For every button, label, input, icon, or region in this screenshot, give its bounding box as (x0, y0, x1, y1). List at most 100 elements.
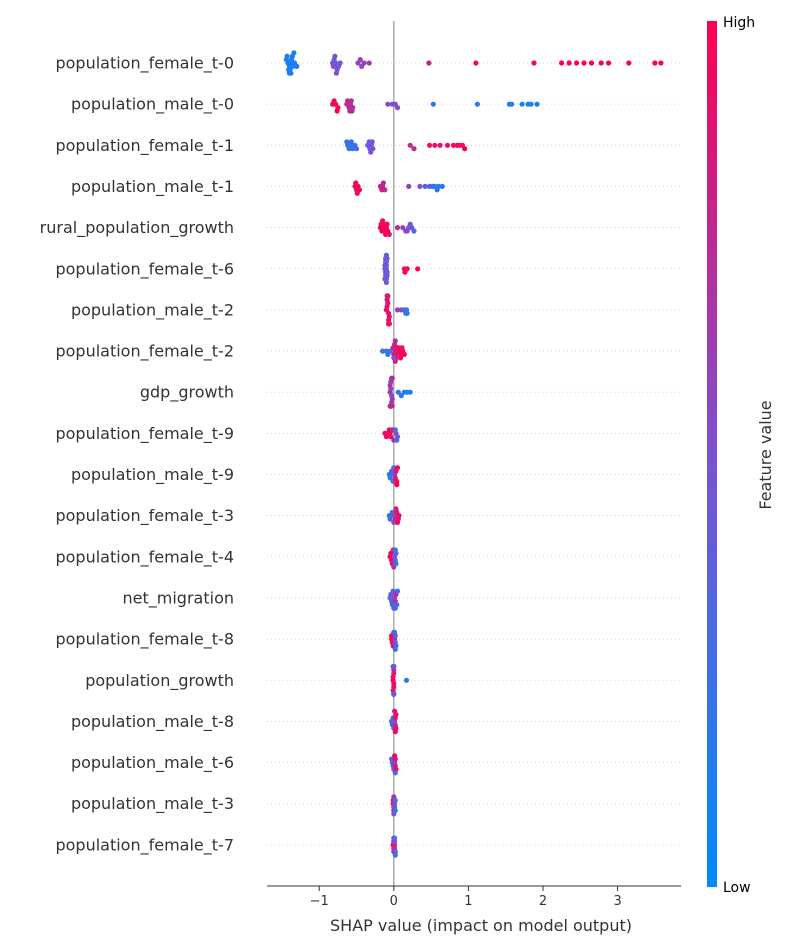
shap-point (392, 770, 398, 776)
shap-point (386, 321, 392, 327)
shap-point (427, 142, 433, 148)
feature-label: population_female_t-3 (55, 506, 234, 526)
shap-point (430, 101, 436, 107)
x-axis: −1 0 1 2 3 (267, 885, 681, 909)
shap-point (392, 338, 398, 344)
shap-point (606, 60, 612, 66)
shap-point (392, 708, 398, 714)
colorbar-low-label: Low (723, 880, 751, 896)
shap-point (333, 70, 339, 76)
shap-point (398, 393, 404, 399)
shap-point (330, 63, 336, 69)
colorbar-title: Feature value (756, 400, 775, 509)
shap-point (354, 190, 360, 196)
feature-label: population_male_t-2 (71, 300, 234, 320)
shap-point (394, 482, 400, 488)
shap-point (426, 60, 432, 66)
shap-point (407, 221, 413, 227)
shap-point (392, 605, 398, 611)
feature-label: rural_population_growth (40, 218, 234, 238)
shap-point (383, 434, 389, 440)
shap-point (392, 729, 398, 735)
x-tick-label: 2 (539, 894, 547, 909)
feature-label: population_male_t-0 (71, 95, 234, 115)
shap-point (404, 228, 410, 234)
shap-point (357, 57, 363, 63)
x-axis-title: SHAP value (impact on model output) (330, 916, 632, 935)
shap-point (392, 852, 398, 858)
shap-point (394, 225, 401, 231)
feature-label: population_female_t-8 (55, 630, 234, 650)
shap-point (386, 231, 392, 237)
shap-point (395, 516, 401, 522)
shap-point (291, 50, 297, 56)
shap-point (534, 101, 540, 107)
shap-point (394, 105, 401, 111)
shap-point (383, 231, 389, 237)
shap-point (407, 389, 413, 395)
shap-point (450, 142, 457, 148)
shap-point (394, 588, 401, 594)
shap-point (380, 348, 386, 354)
shap-point (336, 63, 342, 69)
shap-point (399, 345, 405, 351)
shap-point (344, 139, 350, 145)
shap-point (369, 139, 375, 145)
shap-point (392, 547, 398, 553)
shap-point (401, 351, 407, 357)
shap-point (388, 403, 394, 409)
shap-point (334, 108, 340, 114)
x-tick-label: 3 (613, 894, 621, 909)
shap-point (566, 60, 572, 66)
feature-label: population_male_t-6 (71, 753, 234, 773)
shap-point (380, 180, 386, 186)
shap-point (393, 561, 399, 567)
feature-label: population_female_t-4 (55, 547, 234, 567)
feature-label: population_female_t-2 (55, 342, 234, 362)
feature-labels: population_female_t-0 population_male_t-0… (40, 54, 234, 856)
feature-label: net_migration (123, 588, 234, 608)
grid-lines (267, 62, 681, 846)
shap-point (432, 142, 438, 148)
shap-point (394, 465, 401, 471)
colorbar-high-label: High (723, 15, 755, 31)
shap-point (395, 345, 401, 351)
shap-point (392, 835, 398, 841)
feature-label: population_male_t-3 (71, 794, 234, 814)
feature-label: population_male_t-9 (71, 465, 234, 485)
shap-point (345, 98, 351, 104)
shap-point (284, 53, 290, 59)
shap-point (391, 355, 397, 361)
feature-label: population_female_t-9 (55, 424, 234, 444)
feature-label: population_female_t-7 (55, 835, 234, 855)
shap-point (417, 183, 423, 189)
shap-point (389, 756, 395, 762)
shap-point (368, 149, 374, 155)
shap-point (434, 187, 440, 193)
shap-point (390, 588, 396, 594)
shap-point (390, 345, 396, 351)
feature-label: population_male_t-8 (71, 712, 234, 732)
shap-point (439, 183, 445, 189)
shap-point (437, 142, 443, 148)
shap-point (391, 663, 397, 669)
colorbar-gradient (707, 21, 717, 887)
shap-point (394, 437, 400, 443)
x-tick-label: 1 (464, 894, 472, 909)
shap-point (384, 293, 390, 299)
shap-point (411, 146, 417, 152)
shap-point (559, 60, 565, 66)
shap-point (509, 101, 515, 107)
shap-point (348, 98, 354, 104)
shap-point (388, 434, 394, 440)
feature-label: population_female_t-0 (55, 54, 234, 74)
shap-point (391, 691, 397, 697)
x-tick-label: −1 (310, 894, 329, 909)
shap-point (474, 101, 480, 107)
shap-point (658, 60, 664, 66)
shap-point (385, 101, 391, 107)
shap-point (392, 646, 398, 652)
shap-point (402, 269, 408, 275)
shap-point (392, 797, 398, 803)
